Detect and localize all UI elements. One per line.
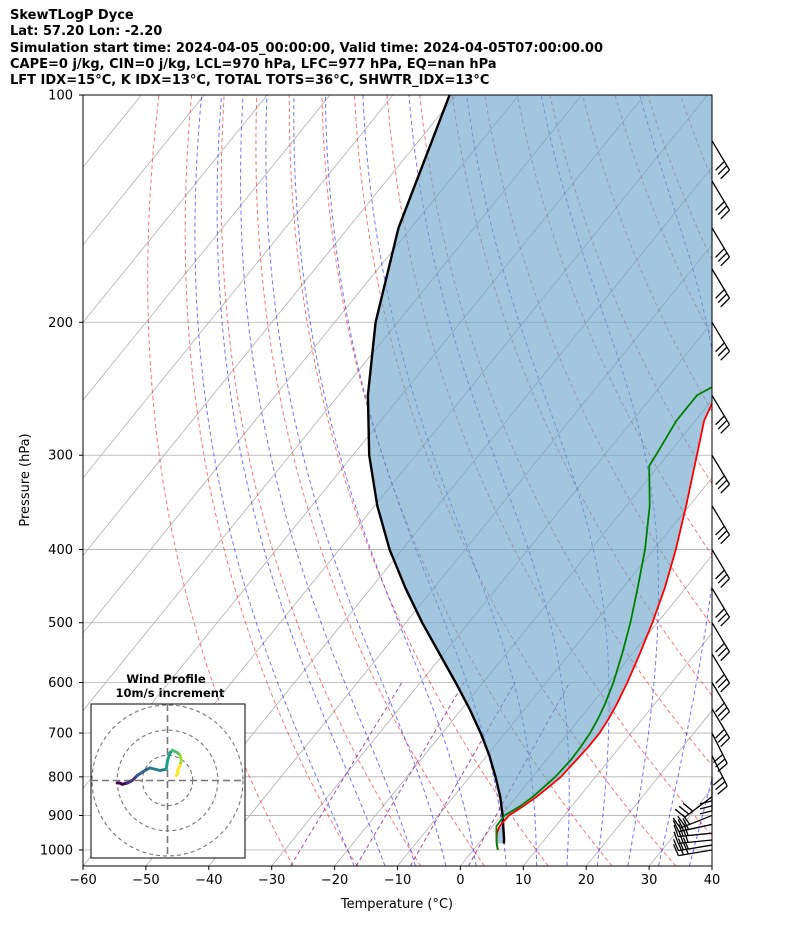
isotherm-line — [83, 95, 331, 401]
temperature-line — [495, 401, 712, 851]
x-tick-label: −60 — [69, 873, 96, 888]
wind-barb — [711, 708, 731, 748]
mixing-ratio-line — [355, 682, 465, 866]
axis-ticks: −60 −50 −40 −30 −20 −10 0 10 20 30 40 100 200 300 400 5… — [40, 89, 720, 889]
hodograph-title: Wind Profile — [126, 672, 206, 686]
wind-barb — [711, 549, 731, 588]
y-tick-label: 400 — [48, 543, 73, 558]
wind-barb — [699, 776, 713, 815]
station-coordinates: Lat: 57.20 Lon: -2.20 — [10, 24, 163, 40]
wind-barb — [672, 837, 713, 852]
wind-barb — [674, 796, 713, 818]
wind-barb — [672, 842, 713, 857]
wind-barb — [711, 454, 731, 494]
isotherm-line — [522, 632, 712, 866]
wind-barbs — [672, 140, 731, 857]
dry-adiabat — [778, 95, 794, 866]
wind-barb — [672, 818, 713, 833]
wind-barb — [711, 180, 731, 220]
wind-barb — [711, 622, 731, 662]
x-axis-label: Temperature (°C) — [340, 897, 453, 912]
wind-barb — [711, 732, 728, 773]
moist-adiabat — [239, 95, 416, 866]
dry-adiabat — [745, 95, 794, 866]
isotherm-line — [585, 710, 712, 866]
stability-indices: LFT IDX=15°C, K IDX=13°C, TOTAL TOTS=36°… — [10, 73, 603, 89]
x-tick-label: −30 — [258, 873, 285, 888]
simulation-times: Simulation start time: 2024-04-05_00:00:… — [10, 40, 603, 56]
y-tick-label: 1000 — [40, 844, 73, 859]
wind-barb — [711, 140, 731, 180]
isotherm-line — [711, 865, 712, 866]
x-tick-label: 30 — [641, 873, 658, 888]
x-tick-label: −10 — [384, 873, 411, 888]
hodograph-subtitle: 10m/s increment — [116, 686, 225, 700]
dry-adiabat — [713, 95, 794, 866]
x-tick-label: 20 — [578, 873, 595, 888]
hodograph-segment — [135, 768, 147, 777]
dry-adiabat — [220, 95, 422, 866]
moist-adiabat — [194, 95, 355, 866]
figure-header: SkewTLogP Dyce Lat: 57.20 Lon: -2.20 Sim… — [10, 8, 603, 89]
y-tick-label: 600 — [48, 676, 73, 691]
dry-adiabat — [255, 95, 485, 866]
hodograph-ring — [91, 704, 244, 857]
wind-barb — [711, 268, 731, 308]
moist-adiabat — [293, 95, 477, 866]
instability-indices: CAPE=0 j/kg, CIN=0 j/kg, LCL=970 hPa, LF… — [10, 56, 497, 72]
wind-barb — [711, 321, 731, 361]
dry-adiabat — [184, 95, 358, 866]
x-tick-label: −50 — [132, 873, 159, 888]
isotherm-line — [83, 95, 205, 246]
stability-indices-text: LFT IDX=15°C, K IDX=13°C, TOTAL TOTS=36°… — [10, 73, 490, 89]
isotherm-line — [83, 95, 457, 557]
hodograph-segment — [174, 772, 180, 777]
moist-adiabat — [720, 95, 794, 866]
y-tick-label: 200 — [48, 316, 73, 331]
y-tick-label: 100 — [48, 89, 73, 104]
profile-lines — [366, 95, 712, 851]
station-title: SkewTLogP Dyce — [10, 8, 134, 23]
cape-cin-fill — [367, 95, 712, 844]
isotherm-line — [0, 95, 79, 866]
x-tick-label: 10 — [515, 873, 532, 888]
wind-barb — [711, 395, 731, 434]
wind-barb — [711, 653, 731, 693]
isotherm-line — [83, 95, 394, 479]
y-axis-label: Pressure (hPa) — [18, 433, 33, 526]
y-tick-label: 500 — [48, 616, 73, 631]
parcel-path-line — [366, 95, 506, 844]
x-tick-label: −40 — [195, 873, 222, 888]
wind-barb — [673, 830, 713, 845]
moist-adiabat — [216, 95, 386, 866]
dry-adiabat — [147, 95, 294, 866]
cape-cin-shading — [367, 95, 712, 844]
wind-barb — [711, 505, 731, 545]
y-tick-label: 900 — [48, 809, 73, 824]
dewpoint-line — [495, 386, 712, 851]
wind-barb — [711, 682, 731, 721]
y-tick-label: 800 — [48, 770, 73, 785]
mixing-ratio-line — [290, 682, 403, 866]
y-tick-label: 300 — [48, 449, 73, 464]
y-tick-label: 700 — [48, 727, 73, 742]
wind-barb — [711, 227, 731, 267]
x-tick-label: 40 — [704, 873, 721, 888]
moist-adiabat — [265, 95, 447, 866]
isotherm-line — [83, 95, 268, 324]
wind-barb — [711, 587, 731, 627]
hodograph-segment — [148, 766, 162, 772]
x-tick-label: −20 — [321, 873, 348, 888]
x-tick-label: 0 — [456, 873, 464, 888]
